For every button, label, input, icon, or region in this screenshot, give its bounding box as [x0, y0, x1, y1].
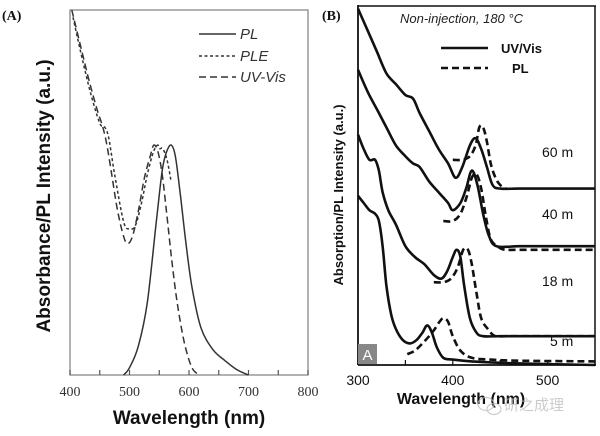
panel-a: (A) 400 500 600 700 800 Wavelength (nm) …	[2, 9, 319, 429]
panel-b-y-axis-label: Absorption/PL Intensity (a.u.)	[331, 104, 346, 285]
panel-b-pl-18-m-line	[433, 246, 595, 339]
panel-b-legend: UV/Vis PL	[441, 41, 542, 76]
panel-b-pl-5-m-line	[406, 316, 596, 363]
panel-b-uv-vis-60-m-line	[356, 8, 595, 191]
legend-label-pl: PL	[240, 26, 258, 43]
panel-b-uv-vis-5-m-line	[356, 195, 596, 367]
time-label-5m: 5 m	[550, 333, 573, 349]
panel-a-y-axis-label: Absorbance/PL Intensity (a.u.)	[34, 59, 55, 332]
legend-label-ple: PLE	[240, 48, 269, 65]
panel-b-label: (B)	[322, 9, 341, 24]
a-tick-label-500: 500	[119, 385, 140, 400]
legend-label-pl-b: PL	[512, 61, 529, 76]
b-tick-label-400: 400	[441, 372, 465, 388]
b-tick-label-500: 500	[536, 372, 560, 388]
panel-a-frame	[69, 9, 309, 376]
panel-b: (B) 300 400 500 Wavelength (nm) Absorpti…	[322, 5, 596, 408]
corner-badge-label: A	[362, 347, 372, 364]
panel-a-x-tick-labels: 400 500 600 700 800	[60, 385, 319, 400]
corner-badge-box	[358, 344, 377, 364]
panel-a-uv-vis-line	[71, 9, 201, 376]
panel-b-title: Non-injection, 180 °C	[400, 11, 524, 26]
a-tick-label-400: 400	[60, 385, 81, 400]
a-tick-label-700: 700	[238, 385, 259, 400]
panel-a-pl-line	[123, 144, 249, 376]
panel-a-label: (A)	[2, 9, 22, 24]
time-label-18m: 18 m	[542, 273, 573, 289]
panel-a-x-ticks	[69, 370, 309, 375]
watermark: 研之成理	[477, 396, 564, 416]
panel-a-ple-line	[72, 17, 172, 231]
panel-b-uv-vis-18-m-line	[356, 134, 595, 338]
panel-a-series	[71, 9, 249, 376]
watermark-text: 研之成理	[504, 396, 564, 414]
legend-label-uv-vis-b: UV/Vis	[501, 41, 542, 56]
panel-b-pl-60-m-line	[452, 124, 507, 190]
panel-a-legend: PL PLE UV-Vis	[199, 26, 286, 86]
time-label-40m: 40 m	[542, 206, 573, 222]
time-label-60m: 60 m	[542, 144, 573, 160]
panel-b-pl-40-m-line	[443, 172, 596, 252]
panel-b-series	[356, 8, 596, 367]
a-tick-label-800: 800	[298, 385, 319, 400]
panel-a-x-axis-label: Wavelength (nm)	[113, 408, 265, 429]
legend-label-uv-vis: UV-Vis	[240, 69, 286, 86]
wechat-icon	[477, 396, 502, 416]
b-tick-label-300: 300	[346, 372, 370, 388]
a-tick-label-600: 600	[179, 385, 200, 400]
corner-badge: A	[358, 344, 377, 364]
